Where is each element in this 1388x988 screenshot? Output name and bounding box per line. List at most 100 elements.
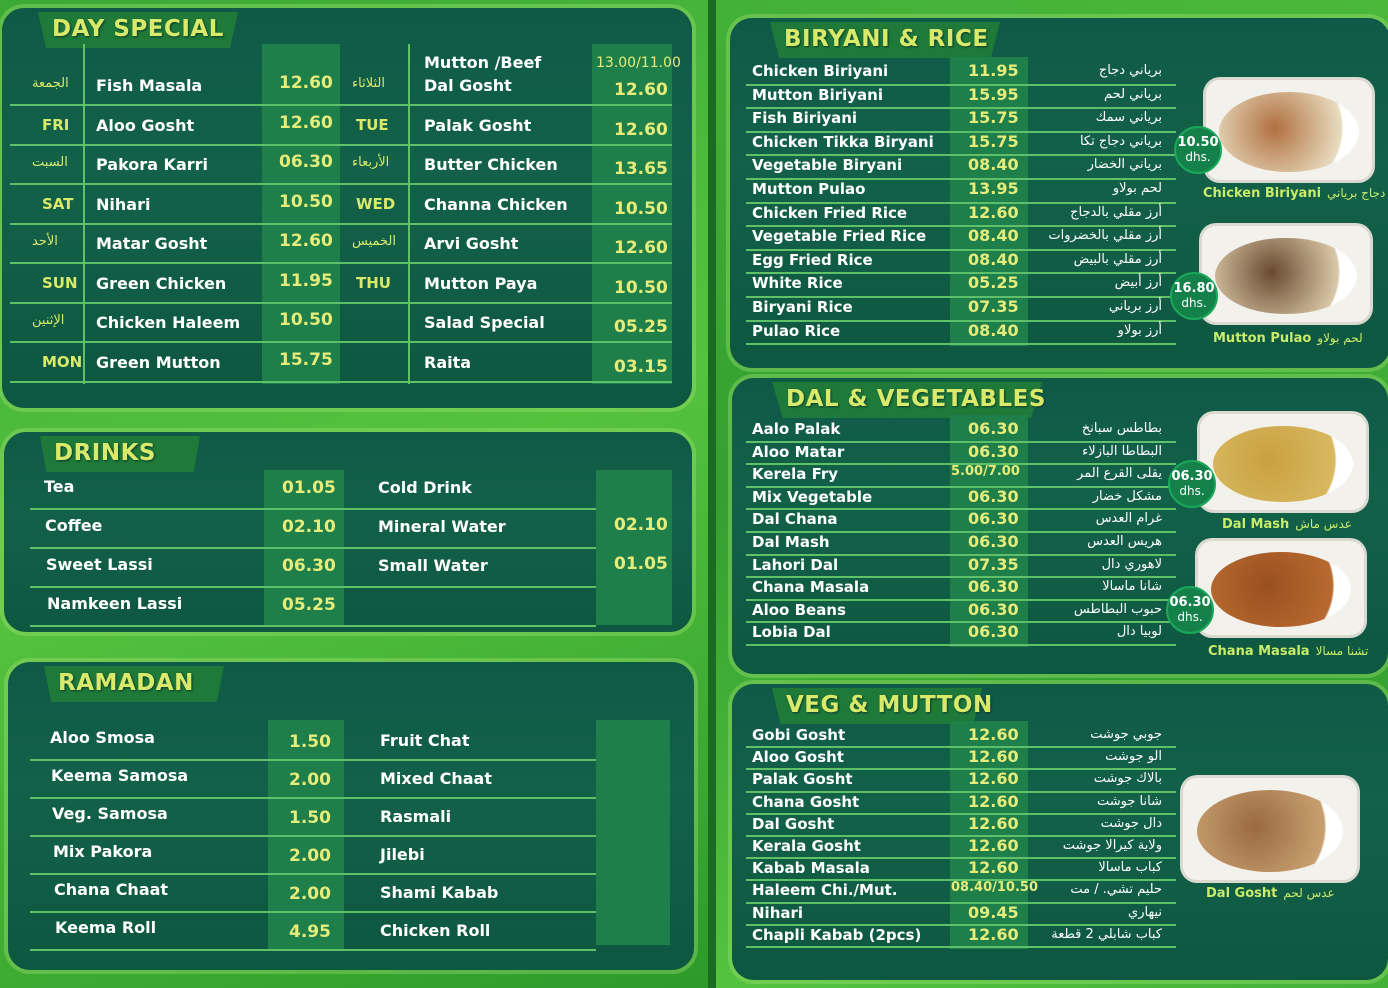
- dish-name: Lobia Dal: [752, 623, 831, 642]
- day-label: THU: [356, 273, 391, 292]
- day-label: SUN: [42, 273, 78, 292]
- dish-name-arabic: الو جوشت: [1105, 749, 1162, 765]
- dish-price: 10.50: [614, 277, 668, 298]
- dish-name-arabic: شانا جوشت: [1097, 793, 1162, 809]
- dish-price: 03.15: [614, 356, 668, 377]
- row-divider: [30, 949, 596, 951]
- dish-name-arabic: كباب شابلي 2 قطعة: [1051, 926, 1162, 942]
- dish-price: 10.50: [279, 310, 333, 330]
- dish-name: Pakora Karri: [96, 155, 209, 174]
- dish-name: Pulao Rice: [752, 321, 841, 340]
- price-band: [596, 470, 672, 625]
- dish-name-arabic: نيهاري: [1128, 904, 1162, 920]
- drinks-panel-title-tab: [40, 436, 200, 472]
- photo-caption: Chicken Biriyani دجاج برياني: [1203, 186, 1385, 201]
- dal-mash-photo: [1200, 414, 1366, 510]
- dish-name-arabic: حليم تشي. / مت: [1070, 882, 1162, 898]
- dish-name-arabic: البطاطا البازلاء: [1082, 443, 1162, 459]
- dish-name: Haleem Chi./Mut.: [752, 881, 898, 900]
- snack-name: Mix Pakora: [53, 842, 153, 861]
- caption-name: Chicken Biriyani: [1203, 186, 1322, 201]
- caption-name: Mutton Pulao: [1213, 331, 1312, 346]
- dish-price: 08.40/10.50: [951, 880, 1038, 896]
- day-label: SAT: [42, 194, 74, 213]
- dish-name: Aalo Palak: [752, 420, 841, 438]
- dish-name: Chicken Haleem: [96, 313, 241, 332]
- price-badge: 06.30 dhs.: [1168, 460, 1216, 508]
- dish-name: Gobi Gosht: [752, 726, 846, 744]
- snack-name: Aloo Smosa: [50, 728, 155, 747]
- day-label: FRI: [42, 115, 70, 134]
- food-dish: [1215, 237, 1357, 315]
- row-divider: [746, 598, 1176, 601]
- row-divider: [746, 923, 1176, 926]
- price-badge: 16.80 dhs.: [1170, 272, 1218, 320]
- dish-name: Nihari: [752, 903, 804, 922]
- dish-price: 12.60: [614, 238, 668, 258]
- row-divider: [746, 296, 1176, 298]
- ramadan-panel-title: RAMADAN: [58, 670, 194, 696]
- row-divider: [746, 790, 1176, 793]
- dish-name: Chicken Tikka Biryani: [752, 132, 934, 151]
- dish-name: Dal Gosht: [752, 814, 835, 833]
- dish-name-arabic: بطاطس سبانخ: [1081, 421, 1162, 436]
- dish-name-arabic: دال جوشت: [1100, 815, 1162, 831]
- dish-price: 12.60: [968, 747, 1019, 767]
- dish-name: Matar Gosht: [96, 234, 208, 253]
- dish-name: Butter Chicken: [424, 155, 558, 174]
- food-dish: [1213, 425, 1353, 503]
- badge-unit: dhs.: [1177, 610, 1203, 624]
- dish-name-arabic: أرز مقلي بالدجاج: [1070, 204, 1162, 220]
- dish-name: Kerala Gosht: [752, 837, 861, 855]
- row-divider: [746, 272, 1176, 275]
- day-label: الثلاثاء: [352, 76, 385, 91]
- badge-price: 06.30: [1169, 595, 1211, 610]
- dish-name-arabic: بالاك جوشت: [1093, 771, 1162, 787]
- dish-name-arabic: حبوب البطاطس: [1073, 601, 1162, 617]
- dish-name-arabic: برياني دجاج تكا: [1079, 133, 1162, 149]
- dal-panel-title-tab: [772, 382, 1042, 418]
- dish-name: Mutton Paya: [424, 273, 538, 293]
- dish-name: Kabab Masala: [752, 859, 870, 878]
- dish-price: 12.60: [968, 202, 1019, 222]
- dish-name: Green Mutton: [96, 352, 221, 372]
- row-divider: [30, 873, 596, 875]
- dish-name: Palak Gosht: [752, 770, 853, 789]
- row-divider: [746, 130, 1176, 133]
- food-dish: [1211, 552, 1351, 628]
- biryani-panel-title-tab: [770, 22, 1000, 58]
- dish-name-arabic: أرز بولاو: [1117, 322, 1162, 338]
- dish-name-arabic: ولاية كيرالا جوشت: [1062, 838, 1162, 853]
- dish-price: 09.45: [968, 902, 1019, 922]
- drink-name: Coffee: [45, 516, 103, 535]
- dish-price: 15.75: [279, 349, 333, 370]
- dish-name: Kerela Fry: [752, 465, 839, 484]
- row-divider: [746, 154, 1176, 157]
- dal-gosht-photo: [1183, 778, 1357, 880]
- badge-price: 10.50: [1177, 135, 1219, 150]
- row-divider: [746, 485, 1176, 488]
- dish-price: 10.50: [279, 191, 333, 212]
- food-dish: [1196, 790, 1344, 872]
- drink-price: 06.30: [282, 556, 336, 576]
- dish-price: 12.60: [968, 725, 1019, 744]
- dish-name: Chapli Kabab (2pcs): [752, 925, 922, 944]
- dish-name: Biryani Rice: [752, 298, 853, 316]
- snack-price: 2.00: [289, 846, 331, 866]
- drink-price: 02.10: [614, 515, 668, 535]
- dish-price: 15.75: [968, 131, 1019, 151]
- chana-masala-photo: [1198, 541, 1364, 635]
- snack-name: Veg. Samosa: [52, 804, 168, 823]
- dish-name: Aloo Matar: [752, 442, 845, 461]
- row-divider: [746, 201, 1176, 204]
- row-divider: [30, 759, 596, 761]
- photo-caption: Mutton Pulao لحم بولاو: [1213, 331, 1363, 346]
- dish-name: Aloo Gosht: [96, 115, 195, 135]
- row-divider: [746, 83, 1176, 86]
- snack-name: Mixed Chaat: [380, 769, 492, 788]
- dish-name: White Rice: [752, 274, 843, 293]
- caption-arabic: عدس لحم: [1283, 886, 1335, 900]
- dish-price: 06.30: [968, 419, 1019, 438]
- ramadan-panel-title-tab: [44, 666, 224, 702]
- dish-price: 06.30: [968, 599, 1019, 619]
